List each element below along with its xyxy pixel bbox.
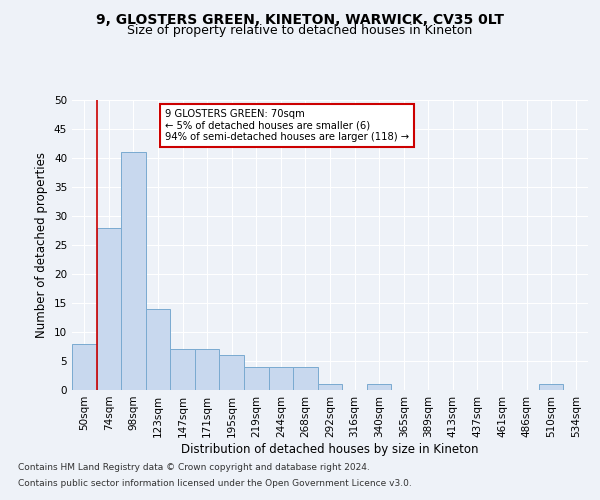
Bar (293, 367, 318, 390)
Text: 9 GLOSTERS GREEN: 70sqm
← 5% of detached houses are smaller (6)
94% of semi-deta: 9 GLOSTERS GREEN: 70sqm ← 5% of detached… (165, 108, 409, 142)
Bar (170, 350, 195, 390)
Text: Size of property relative to detached houses in Kineton: Size of property relative to detached ho… (127, 24, 473, 37)
Bar (220, 355, 244, 390)
Text: 9, GLOSTERS GREEN, KINETON, WARWICK, CV35 0LT: 9, GLOSTERS GREEN, KINETON, WARWICK, CV3… (96, 12, 504, 26)
Bar (269, 367, 293, 390)
Bar (539, 384, 563, 390)
Y-axis label: Number of detached properties: Number of detached properties (35, 152, 49, 338)
Bar (146, 309, 170, 390)
Bar (72, 344, 97, 390)
Bar (318, 384, 342, 390)
X-axis label: Distribution of detached houses by size in Kineton: Distribution of detached houses by size … (181, 442, 479, 456)
Bar (367, 384, 391, 390)
Text: Contains public sector information licensed under the Open Government Licence v3: Contains public sector information licen… (18, 478, 412, 488)
Bar (244, 367, 269, 390)
Bar (97, 228, 121, 390)
Bar (121, 152, 146, 390)
Bar (195, 350, 220, 390)
Text: Contains HM Land Registry data © Crown copyright and database right 2024.: Contains HM Land Registry data © Crown c… (18, 464, 370, 472)
